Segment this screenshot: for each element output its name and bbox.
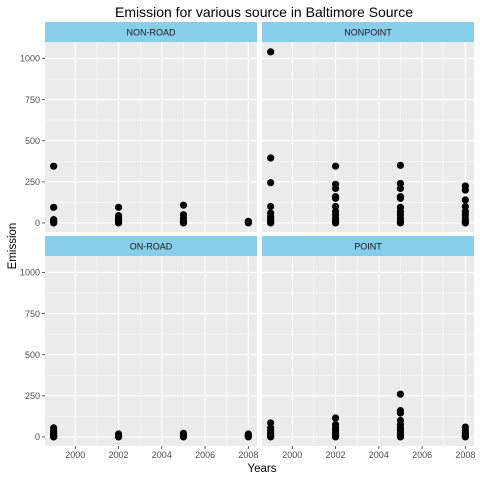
data-point xyxy=(331,433,340,441)
facet-point: POINT 2000 2002 2004 2006 2008 xyxy=(262,236,475,460)
facet-strip-label-point: POINT xyxy=(354,241,382,251)
data-point xyxy=(396,433,405,441)
facet-non-road: NON-ROAD 0 250 500 750 1000 xyxy=(20,22,257,232)
data-point xyxy=(267,219,275,227)
y-tick-label: 250 xyxy=(25,391,40,401)
facet-strip-label-non-road: NON-ROAD xyxy=(127,27,176,37)
data-point xyxy=(114,203,123,211)
data-point xyxy=(396,161,405,169)
data-point xyxy=(244,219,252,227)
facet-strip-non-road xyxy=(45,22,257,42)
x-tick-label: 2006 xyxy=(412,450,432,460)
data-point xyxy=(267,179,275,187)
x-tick-label: 2000 xyxy=(282,450,302,460)
data-point xyxy=(50,162,58,170)
data-point xyxy=(331,202,340,211)
data-point xyxy=(461,186,469,194)
data-point xyxy=(396,390,405,398)
data-point xyxy=(396,184,405,193)
data-point xyxy=(179,201,188,209)
x-tick-label: 2004 xyxy=(369,450,389,460)
y-tick-label: 1000 xyxy=(20,54,40,64)
facet-strip-label-on-road: ON-ROAD xyxy=(130,241,173,251)
data-point xyxy=(179,433,188,441)
data-point xyxy=(461,433,469,441)
data-point xyxy=(331,162,340,170)
data-point xyxy=(50,203,58,211)
facet-strip-label-nonpoint: NONPOINT xyxy=(344,27,392,37)
data-point xyxy=(267,202,275,211)
x-tick-label: 2008 xyxy=(238,450,258,460)
x-tick-label: 2000 xyxy=(65,450,85,460)
y-tick-label: 1000 xyxy=(20,268,40,278)
data-point xyxy=(331,414,340,422)
data-point xyxy=(396,409,405,417)
x-axis-title: Years xyxy=(248,463,277,475)
y-tick-label: 500 xyxy=(25,136,40,146)
y-axis-title: Emission xyxy=(7,223,19,270)
y-tick-label: 750 xyxy=(25,95,40,105)
facet-on-road: ON-ROAD 0 250 500 750 1000 2000 2002 2004 2006 200… xyxy=(20,236,258,460)
chart-title: Emission for various source in Baltimore… xyxy=(115,4,413,20)
facet-strip-nonpoint xyxy=(262,22,474,42)
panel-background-point xyxy=(262,256,474,446)
data-point xyxy=(461,219,469,227)
data-point xyxy=(331,194,340,202)
data-point xyxy=(396,219,405,227)
facet-panels: NON-ROAD 0 250 500 750 1000 NONPOINT ON-ROAD 0 25… xyxy=(20,22,475,460)
data-point xyxy=(50,219,58,227)
data-point xyxy=(267,433,275,441)
data-point xyxy=(461,196,469,204)
data-point xyxy=(114,219,123,227)
data-point xyxy=(331,184,340,193)
data-point xyxy=(396,194,405,202)
x-tick-label: 2008 xyxy=(455,450,475,460)
x-tick-label: 2006 xyxy=(195,450,215,460)
y-tick-label: 500 xyxy=(25,350,40,360)
x-tick-label: 2002 xyxy=(109,450,129,460)
facet-strip-point xyxy=(262,236,474,256)
data-point xyxy=(331,219,340,227)
panel-background-non-road xyxy=(45,42,257,232)
y-tick-label: 750 xyxy=(25,309,40,319)
data-point xyxy=(179,219,188,227)
data-point xyxy=(267,48,275,56)
panel-background-nonpoint xyxy=(262,42,474,232)
y-tick-label: 0 xyxy=(35,218,40,228)
facet-strip-on-road xyxy=(45,236,257,256)
y-tick-label: 250 xyxy=(25,177,40,187)
data-point xyxy=(267,154,275,162)
data-point xyxy=(50,433,58,441)
x-tick-label: 2002 xyxy=(326,450,346,460)
data-point xyxy=(114,433,123,441)
data-point xyxy=(267,419,275,427)
panel-background-on-road xyxy=(45,256,257,446)
data-point xyxy=(461,202,469,211)
data-point xyxy=(244,433,252,441)
y-tick-label: 0 xyxy=(35,432,40,442)
facet-nonpoint: NONPOINT xyxy=(262,22,474,232)
x-tick-label: 2004 xyxy=(152,450,172,460)
data-point xyxy=(396,179,405,188)
